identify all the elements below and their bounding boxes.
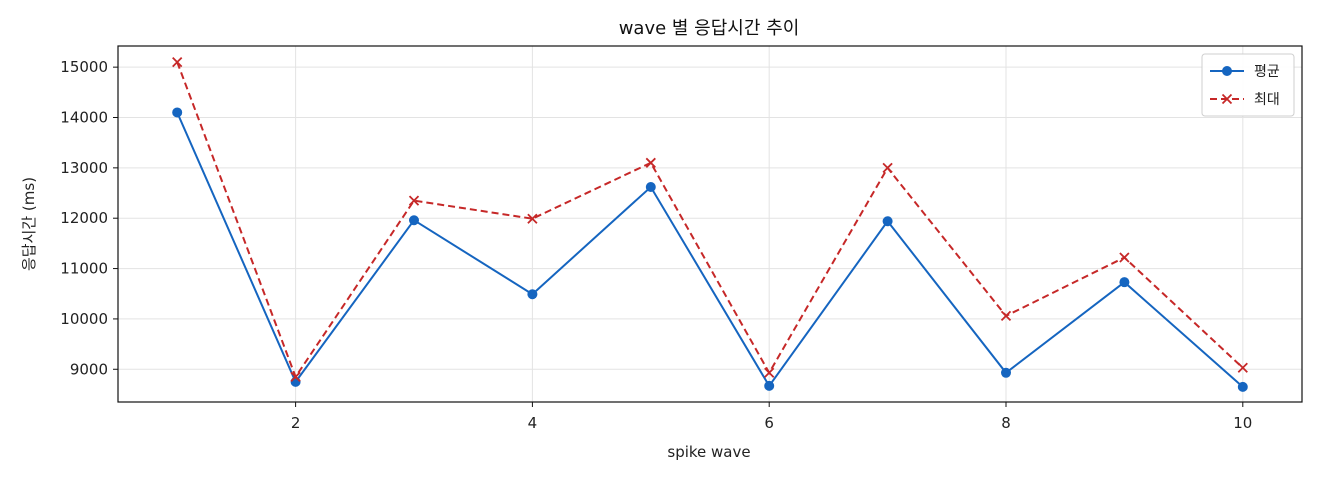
grid	[118, 46, 1302, 402]
data-point-marker	[1222, 66, 1232, 76]
y-axis-label: 응답시간 (ms)	[20, 177, 38, 271]
data-point-marker	[1119, 277, 1130, 288]
x-tick-label: 2	[291, 414, 301, 432]
data-point-marker	[764, 380, 775, 391]
data-point-marker	[1237, 362, 1248, 373]
data-point-marker	[172, 56, 183, 68]
x-axis-label: spike wave	[667, 443, 750, 461]
data-point-marker	[1000, 310, 1012, 322]
y-tick-label: 12000	[60, 209, 108, 227]
legend-label: 평균	[1254, 64, 1280, 80]
data-point-marker	[645, 157, 656, 168]
y-tick-label: 11000	[60, 260, 108, 278]
axis-ticks: 2 4 6 8 10 9000 10000 11000 12000 13000 14000 15000	[60, 58, 1252, 432]
x-tick-label: 8	[1001, 414, 1011, 432]
data-point-marker	[1221, 93, 1233, 105]
data-point-marker	[408, 195, 420, 206]
series-line-2	[176, 61, 1244, 379]
series-line-1	[176, 112, 1244, 388]
data-point-marker	[1001, 367, 1011, 378]
plot-frame	[117, 45, 1303, 403]
data-point-marker	[527, 213, 538, 224]
y-tick-label: 14000	[60, 109, 108, 127]
data-point-marker	[290, 371, 301, 382]
y-tick-label: 10000	[60, 310, 108, 328]
data-point-marker	[1119, 252, 1130, 263]
data-point-marker	[882, 216, 893, 227]
data-point-marker	[764, 367, 775, 378]
y-tick-label: 13000	[60, 159, 108, 177]
x-tick-label: 6	[764, 414, 774, 432]
x-tick-label: 10	[1233, 414, 1252, 432]
data-point-marker	[409, 215, 419, 226]
y-tick-label: 9000	[70, 360, 108, 378]
y-tick-label: 15000	[60, 58, 108, 76]
data-point-marker	[882, 162, 893, 173]
data-point-marker	[1237, 381, 1248, 392]
data-point-marker	[172, 107, 183, 118]
data-point-marker	[645, 181, 656, 192]
legend-box	[1201, 53, 1295, 117]
x-tick-label: 4	[528, 414, 538, 432]
legend-label: 최대	[1254, 92, 1280, 108]
chart-title: wave 별 응답시간 추이	[619, 18, 800, 39]
series-layer	[172, 56, 1248, 392]
data-point-marker	[527, 289, 538, 300]
